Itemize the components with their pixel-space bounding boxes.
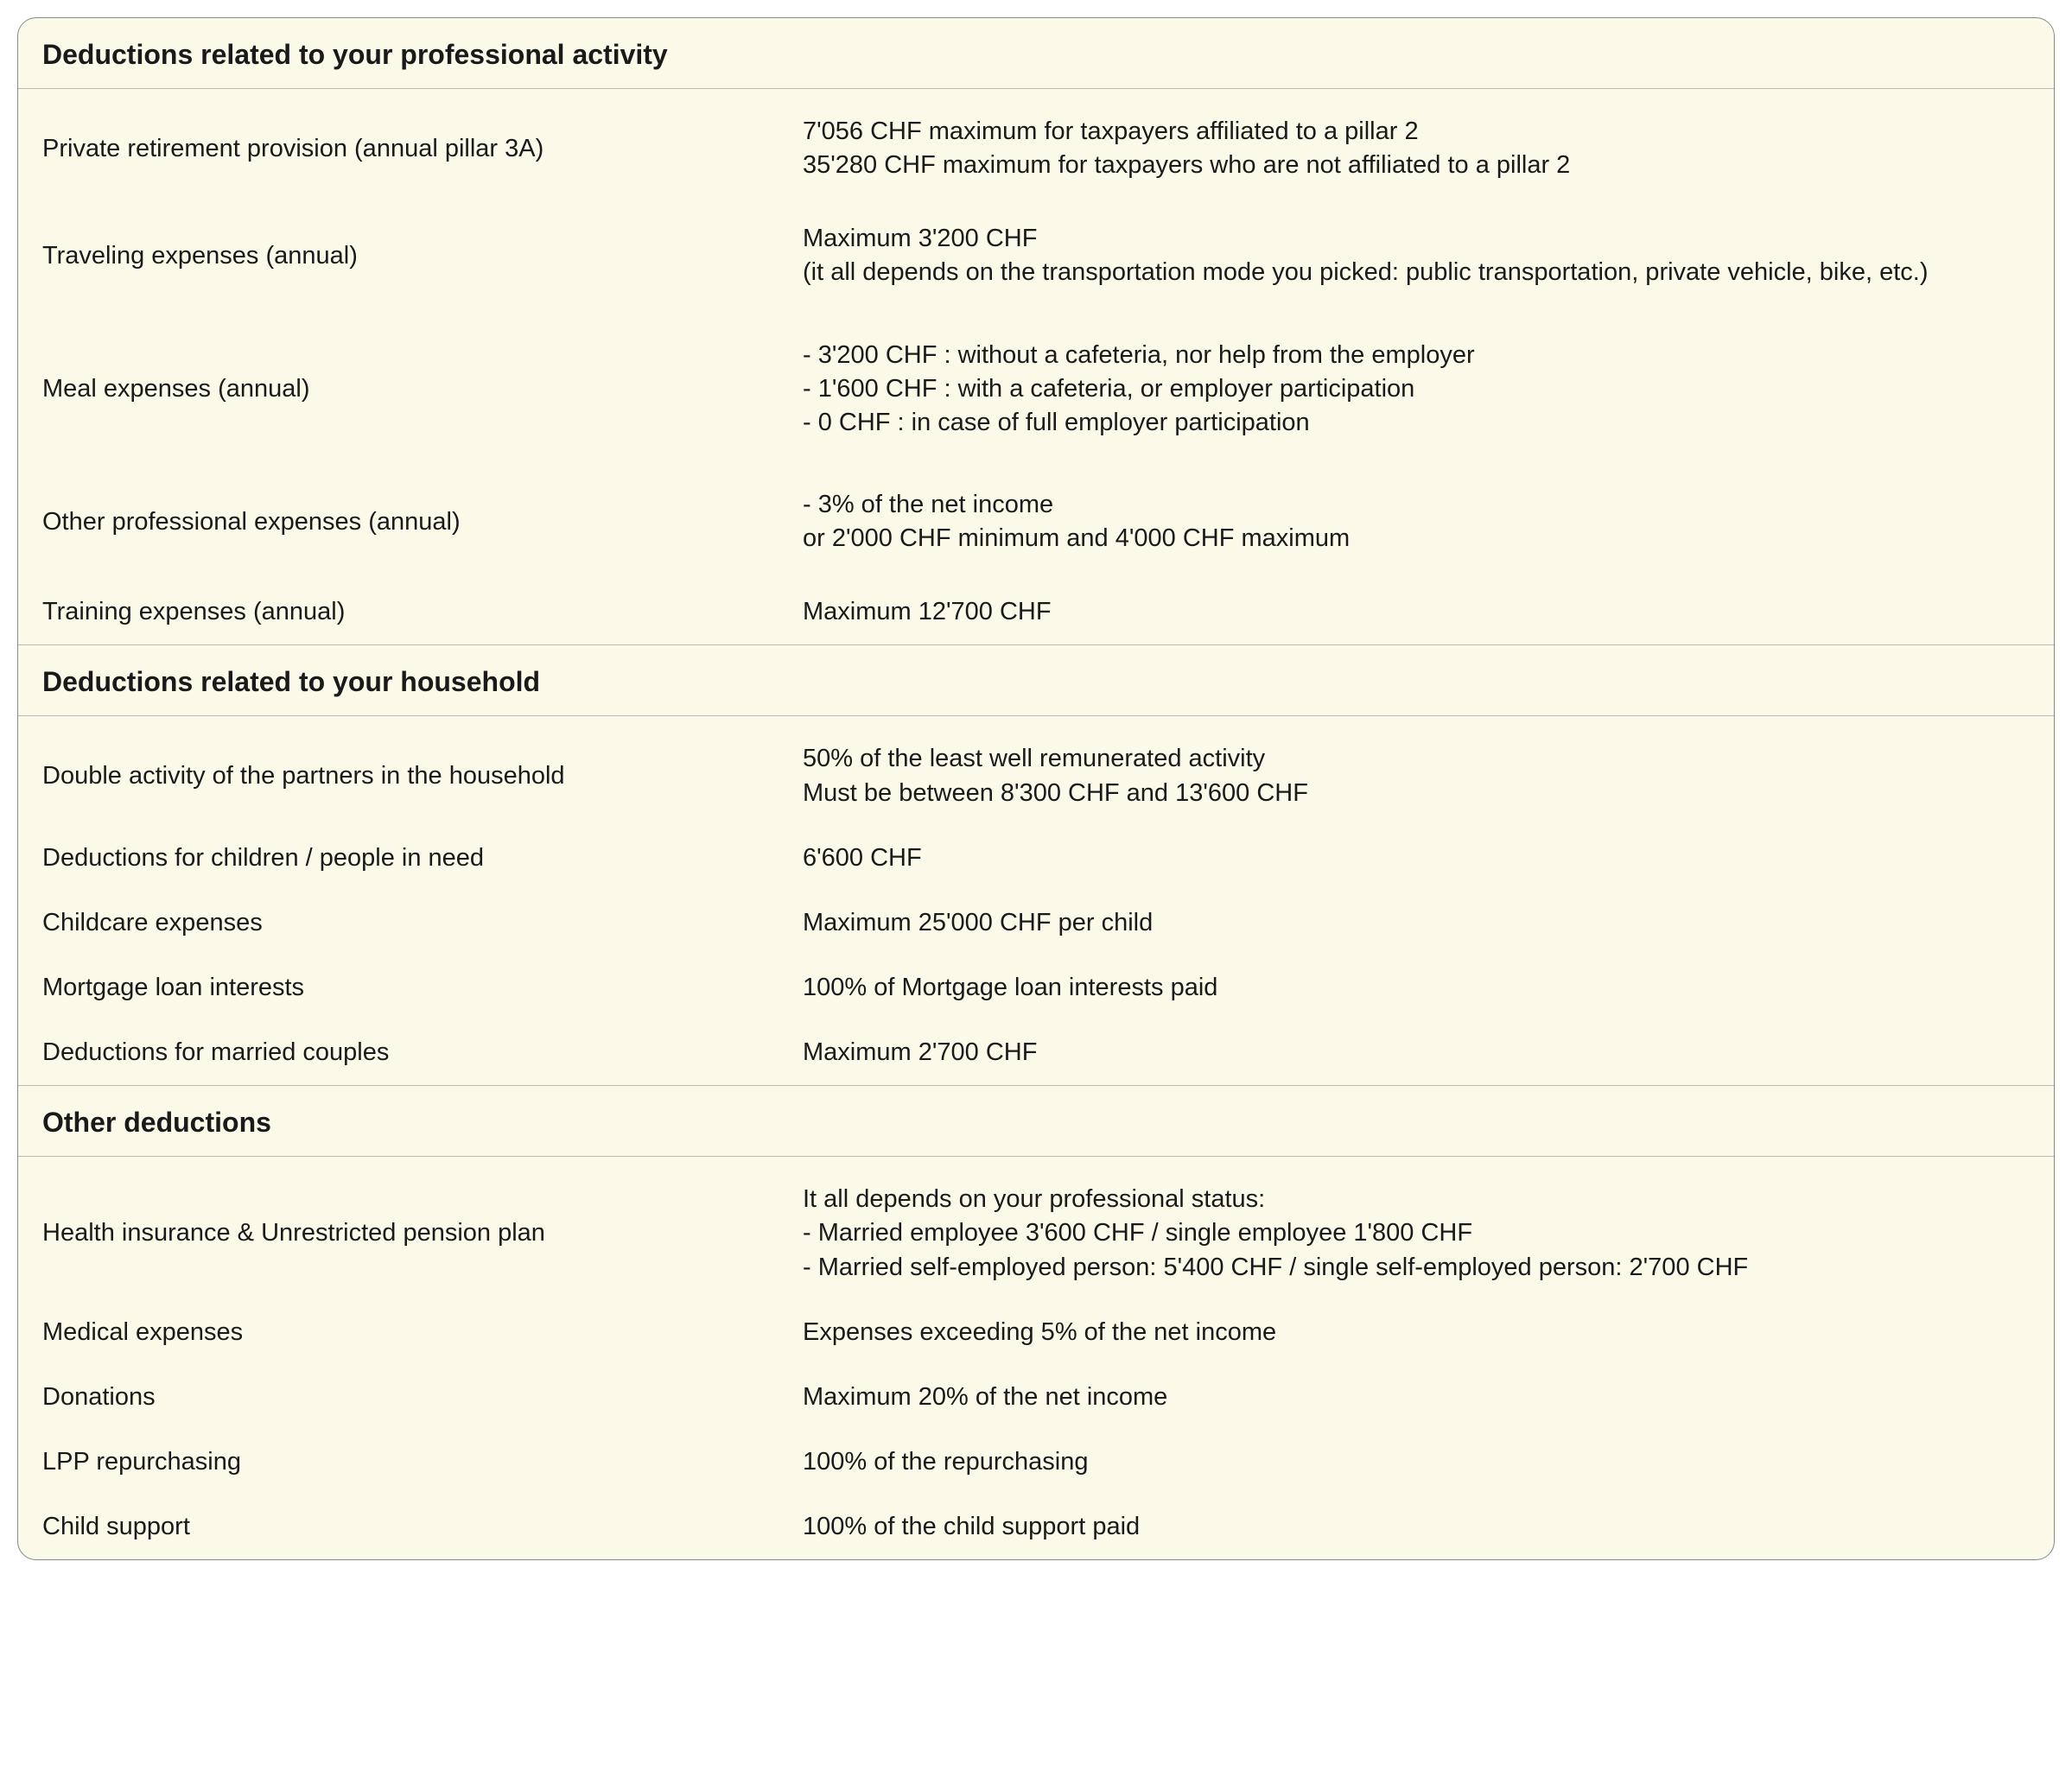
row-value: 100% of Mortgage loan interests paid (803, 971, 2030, 1005)
row-value: Maximum 20% of the net income (803, 1381, 2030, 1414)
row-label: Traveling expenses (annual) (42, 242, 803, 270)
row-label: Donations (42, 1383, 803, 1412)
table-row: Health insurance & Unrestricted pension … (18, 1157, 2054, 1299)
row-label: Meal expenses (annual) (42, 375, 803, 403)
deductions-panel: Deductions related to your professional … (17, 17, 2055, 1560)
table-row: Double activity of the partners in the h… (18, 716, 2054, 825)
table-row: Medical expenses Expenses exceeding 5% o… (18, 1300, 2054, 1365)
table-row: Deductions for children / people in need… (18, 826, 2054, 891)
row-value: 100% of the child support paid (803, 1510, 2030, 1544)
row-value: 6'600 CHF (803, 841, 2030, 875)
table-row: LPP repurchasing 100% of the repurchasin… (18, 1430, 2054, 1495)
table-row: Training expenses (annual) Maximum 12'70… (18, 580, 2054, 644)
section-header-other: Other deductions (18, 1085, 2054, 1157)
table-row: Deductions for married couples Maximum 2… (18, 1020, 2054, 1085)
row-label: Private retirement provision (annual pil… (42, 135, 803, 163)
row-value: Maximum 3'200 CHF (it all depends on the… (803, 222, 2030, 289)
row-label: Child support (42, 1513, 803, 1541)
row-value: 50% of the least well remunerated activi… (803, 742, 2030, 809)
row-label: Training expenses (annual) (42, 598, 803, 626)
row-label: Deductions for children / people in need (42, 844, 803, 873)
table-row: Donations Maximum 20% of the net income (18, 1365, 2054, 1430)
row-label: Medical expenses (42, 1318, 803, 1347)
table-row: Traveling expenses (annual) Maximum 3'20… (18, 198, 2054, 314)
table-row: Private retirement provision (annual pil… (18, 89, 2054, 198)
table-row: Child support 100% of the child support … (18, 1495, 2054, 1559)
section-header-household: Deductions related to your household (18, 644, 2054, 716)
table-row: Other professional expenses (annual) - 3… (18, 464, 2054, 580)
row-value: 7'056 CHF maximum for taxpayers affiliat… (803, 115, 2030, 182)
row-label: LPP repurchasing (42, 1448, 803, 1476)
row-value: Maximum 12'700 CHF (803, 595, 2030, 629)
row-value: 100% of the repurchasing (803, 1445, 2030, 1479)
row-label: Deductions for married couples (42, 1038, 803, 1067)
row-label: Childcare expenses (42, 909, 803, 937)
row-value: It all depends on your professional stat… (803, 1183, 2030, 1284)
row-value: - 3'200 CHF : without a cafeteria, nor h… (803, 339, 2030, 440)
row-value: - 3% of the net income or 2'000 CHF mini… (803, 488, 2030, 555)
row-value: Maximum 2'700 CHF (803, 1036, 2030, 1070)
table-row: Mortgage loan interests 100% of Mortgage… (18, 955, 2054, 1020)
table-row: Childcare expenses Maximum 25'000 CHF pe… (18, 891, 2054, 955)
table-row: Meal expenses (annual) - 3'200 CHF : wit… (18, 314, 2054, 464)
row-label: Mortgage loan interests (42, 974, 803, 1002)
row-label: Other professional expenses (annual) (42, 508, 803, 536)
row-value: Maximum 25'000 CHF per child (803, 906, 2030, 940)
row-label: Health insurance & Unrestricted pension … (42, 1219, 803, 1247)
row-label: Double activity of the partners in the h… (42, 762, 803, 790)
section-header-professional: Deductions related to your professional … (18, 18, 2054, 89)
row-value: Expenses exceeding 5% of the net income (803, 1316, 2030, 1349)
